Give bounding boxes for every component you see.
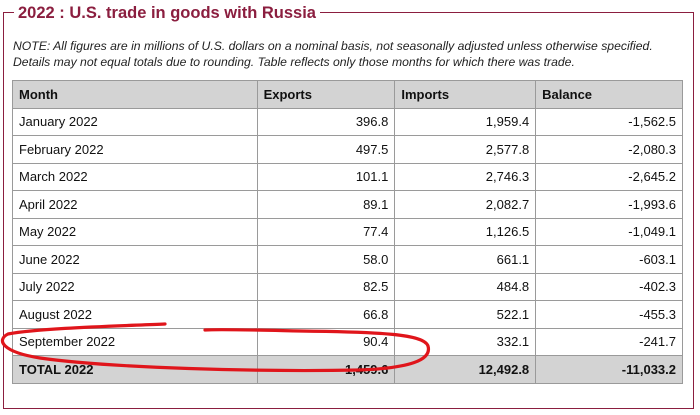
- month-cell: April 2022: [12, 190, 258, 219]
- header-month: Month: [12, 80, 258, 109]
- balance-cell: -603.1: [535, 245, 683, 274]
- table-row: July 2022 82.5 484.8 -402.3: [12, 272, 683, 301]
- imports-cell: 522.1: [394, 300, 537, 329]
- imports-cell: 661.1: [394, 245, 537, 274]
- total-label: TOTAL 2022: [12, 355, 258, 384]
- table-header-row: Month Exports Imports Balance: [12, 80, 683, 109]
- imports-cell: 2,746.3: [394, 162, 537, 191]
- balance-cell: -1,993.6: [535, 190, 683, 219]
- table-row: September 2022 90.4 332.1 -241.7: [12, 327, 683, 356]
- month-cell: July 2022: [12, 272, 258, 301]
- imports-cell: 1,126.5: [394, 217, 537, 246]
- note-text: NOTE: All figures are in millions of U.S…: [13, 39, 653, 69]
- exports-cell: 101.1: [256, 162, 396, 191]
- exports-cell: 77.4: [256, 217, 396, 246]
- page-title: 2022 : U.S. trade in goods with Russia: [14, 2, 320, 24]
- month-cell: June 2022: [12, 245, 258, 274]
- table-row: January 2022 396.8 1,959.4 -1,562.5: [12, 107, 683, 136]
- exports-cell: 89.1: [256, 190, 396, 219]
- table-row: June 2022 58.0 661.1 -603.1: [12, 245, 683, 274]
- trade-table: Month Exports Imports Balance January 20…: [12, 80, 683, 384]
- month-cell: January 2022: [12, 107, 258, 136]
- balance-cell: -455.3: [535, 300, 683, 329]
- header-balance: Balance: [535, 80, 683, 109]
- balance-cell: -2,645.2: [535, 162, 683, 191]
- exports-cell: 396.8: [256, 107, 396, 136]
- month-cell: February 2022: [12, 135, 258, 164]
- table-frame: [3, 12, 694, 409]
- month-cell: March 2022: [12, 162, 258, 191]
- table-row: February 2022 497.5 2,577.8 -2,080.3: [12, 135, 683, 164]
- imports-cell: 1,959.4: [394, 107, 537, 136]
- exports-cell: 497.5: [256, 135, 396, 164]
- imports-cell: 332.1: [394, 327, 537, 356]
- total-balance: -11,033.2: [535, 355, 683, 384]
- imports-cell: 2,577.8: [394, 135, 537, 164]
- total-imports: 12,492.8: [394, 355, 537, 384]
- month-cell: May 2022: [12, 217, 258, 246]
- balance-cell: -1,562.5: [535, 107, 683, 136]
- balance-cell: -402.3: [535, 272, 683, 301]
- balance-cell: -1,049.1: [535, 217, 683, 246]
- table-row: March 2022 101.1 2,746.3 -2,645.2: [12, 162, 683, 191]
- imports-cell: 2,082.7: [394, 190, 537, 219]
- exports-cell: 90.4: [256, 327, 396, 356]
- month-cell: August 2022: [12, 300, 258, 329]
- imports-cell: 484.8: [394, 272, 537, 301]
- header-exports: Exports: [256, 80, 396, 109]
- total-exports: 1,459.6: [256, 355, 396, 384]
- balance-cell: -241.7: [535, 327, 683, 356]
- table-row: April 2022 89.1 2,082.7 -1,993.6: [12, 190, 683, 219]
- exports-cell: 58.0: [256, 245, 396, 274]
- exports-cell: 82.5: [256, 272, 396, 301]
- header-imports: Imports: [394, 80, 537, 109]
- table-row: May 2022 77.4 1,126.5 -1,049.1: [12, 217, 683, 246]
- total-row: TOTAL 2022 1,459.6 12,492.8 -11,033.2: [12, 355, 683, 384]
- table-row: August 2022 66.8 522.1 -455.3: [12, 300, 683, 329]
- exports-cell: 66.8: [256, 300, 396, 329]
- month-cell: September 2022: [12, 327, 258, 356]
- balance-cell: -2,080.3: [535, 135, 683, 164]
